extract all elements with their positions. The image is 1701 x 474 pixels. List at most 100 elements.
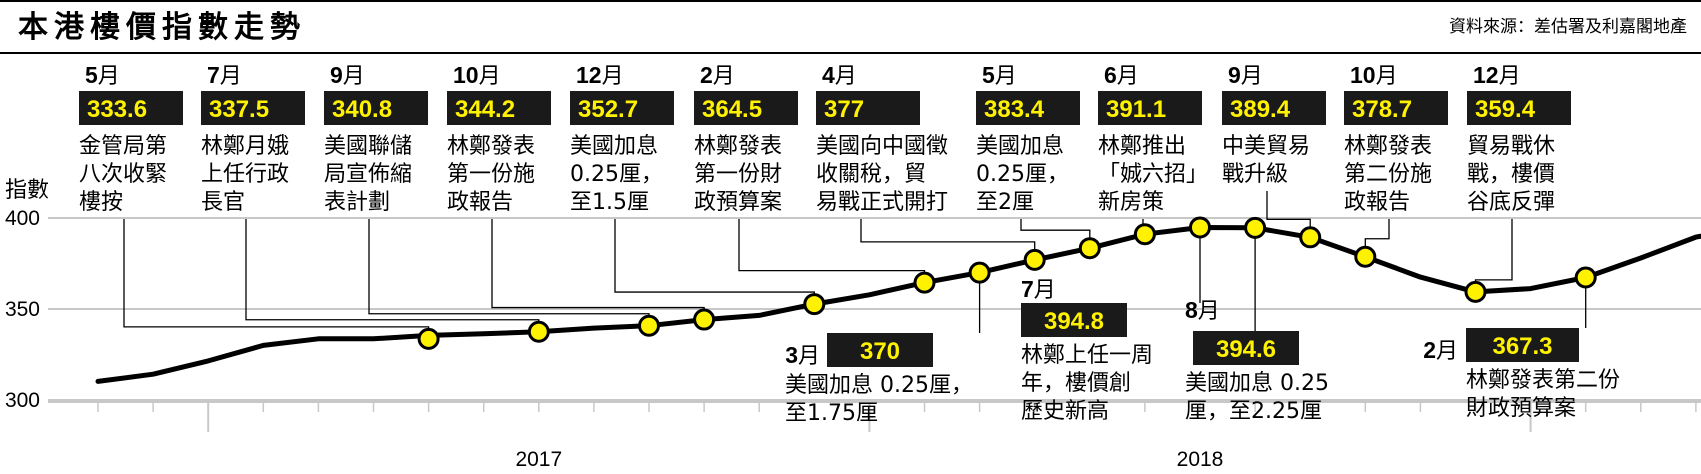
annotation-month: 7月 <box>1021 276 1056 303</box>
leader-line <box>1474 219 1513 282</box>
y-tick-label: 300 <box>5 389 40 412</box>
annotation-month: 8月 <box>1185 297 1220 324</box>
annotation-value: 394.8 <box>1044 308 1104 335</box>
annotation-value: 377 <box>824 96 864 123</box>
annotation-month-unit: 月 <box>1376 64 1398 89</box>
annotation-text: 美國加息 0.25厘， <box>785 373 973 398</box>
annotation-text: 局宣佈縮 <box>324 162 412 187</box>
annotation-text: 長官 <box>201 190 245 215</box>
annotation-month-unit: 月 <box>713 64 735 89</box>
annotation-month: 4月 <box>822 62 857 89</box>
annotation-text: 歷史新高 <box>1021 399 1109 424</box>
data-point-marker <box>1244 216 1267 239</box>
gridlines <box>48 217 1701 401</box>
annotation-month: 5月 <box>85 62 120 89</box>
annotation-month-unit: 月 <box>98 64 120 89</box>
x-year-label: 2017 <box>515 448 562 471</box>
annotation-text: 0.25厘， <box>570 162 663 187</box>
leader-line <box>1266 191 1311 228</box>
annotation-month-unit: 月 <box>1241 64 1263 89</box>
annotation-text: 中美貿易 <box>1222 134 1310 159</box>
annotation-text: 美國加息 <box>570 134 658 159</box>
annotation-text: 戰升級 <box>1222 162 1288 187</box>
annotation-month: 12月 <box>1473 62 1521 89</box>
annotation-value-box <box>79 91 183 125</box>
annotation-month: 6月 <box>1104 62 1139 89</box>
annotation-month: 10月 <box>453 62 501 89</box>
annotation-value-box <box>1344 91 1448 125</box>
data-point-marker <box>1189 216 1211 239</box>
annotation-value: 352.7 <box>578 96 638 123</box>
annotation-month: 7月 <box>207 62 242 89</box>
annotation-month-unit: 月 <box>1034 278 1056 303</box>
annotation-text: 政報告 <box>1344 190 1410 215</box>
annotation-month: 9月 <box>330 62 365 89</box>
annotation-text: 至1.75厘 <box>785 401 878 426</box>
annotation-text: 至1.5厘 <box>570 190 649 215</box>
data-point-marker <box>638 314 660 337</box>
annotation-value-box <box>1193 331 1299 365</box>
annotation-text: 財政預算案 <box>1466 396 1576 421</box>
annotation-value-box <box>570 91 674 125</box>
leader-line <box>245 219 540 322</box>
annotation-month-unit: 月 <box>798 344 820 369</box>
annotation-text: 戰，樓價 <box>1467 162 1555 187</box>
annotation-month: 9月 <box>1228 62 1263 89</box>
annotation-value: 391.1 <box>1106 96 1166 123</box>
annotation-month: 2月 <box>700 62 735 89</box>
annotation-month: 5月 <box>982 62 1017 89</box>
annotation-value-box <box>1466 328 1579 362</box>
annotation-value-box <box>447 91 551 125</box>
annotation-text: 至2厘 <box>976 190 1034 215</box>
annotation-value: 364.5 <box>702 96 762 123</box>
annotation-value: 370 <box>860 338 900 365</box>
annotation-text: 林鄭發表第二份 <box>1466 368 1620 393</box>
leader-line <box>1020 219 1091 239</box>
leader-line <box>491 219 705 310</box>
annotation-month-unit: 月 <box>479 64 501 89</box>
data-point-marker <box>1133 223 1156 246</box>
annotation-text: 林鄭上任一周 <box>1021 343 1153 368</box>
data-point-marker <box>1299 226 1322 249</box>
annotation-value: 337.5 <box>209 96 269 123</box>
annotation-text: 第一份施 <box>447 162 535 187</box>
annotation-value-box <box>1098 91 1202 125</box>
annotation-month: 12月 <box>576 62 624 89</box>
annotation-text: 林鄭月娥 <box>201 134 289 159</box>
source-note: 資料來源：差估署及利嘉閣地產 <box>1449 17 1687 37</box>
annotation-value: 340.8 <box>332 96 392 123</box>
annotation-text: 林鄭發表 <box>694 134 782 159</box>
annotation-text: 八次收緊 <box>79 162 167 187</box>
annotation-month-unit: 月 <box>220 64 242 89</box>
x-year-label: 2018 <box>1177 448 1224 471</box>
y-axis-label: 指數 <box>5 178 49 203</box>
annotation-month-unit: 月 <box>1436 339 1458 364</box>
data-point-marker <box>417 327 440 350</box>
annotation-text: 0.25厘， <box>976 162 1069 187</box>
annotation-text: 美國加息 0.25 <box>1185 371 1329 396</box>
annotation-text: 貿易戰休 <box>1467 134 1555 159</box>
chart-title: 本港樓價指數走勢 <box>18 10 306 45</box>
annotation-month-unit: 月 <box>602 64 624 89</box>
annotation-value: 344.2 <box>455 96 515 123</box>
data-point-marker <box>1078 237 1101 260</box>
annotation-text: 美國向中國徵 <box>816 134 948 159</box>
y-tick-label: 350 <box>5 298 40 321</box>
data-point-marker <box>1574 266 1597 289</box>
annotation-month-unit: 月 <box>1117 64 1139 89</box>
annotation-value: 367.3 <box>1492 333 1552 360</box>
annotation-text: 表計劃 <box>324 190 390 215</box>
annotation-month-unit: 月 <box>343 64 365 89</box>
annotation-month-unit: 月 <box>1499 64 1521 89</box>
annotation-month-unit: 月 <box>1198 299 1220 324</box>
y-tick-label: 400 <box>5 207 40 230</box>
annotation-value-box <box>1222 91 1326 125</box>
annotation-value-box <box>816 91 920 125</box>
annotation-text: 林鄭推出 <box>1098 134 1186 159</box>
annotation-text: 易戰正式開打 <box>816 190 948 215</box>
data-point-marker <box>1023 248 1046 271</box>
data-point-marker <box>693 308 716 331</box>
data-point-marker <box>968 261 991 284</box>
data-point-marker <box>1464 280 1487 303</box>
